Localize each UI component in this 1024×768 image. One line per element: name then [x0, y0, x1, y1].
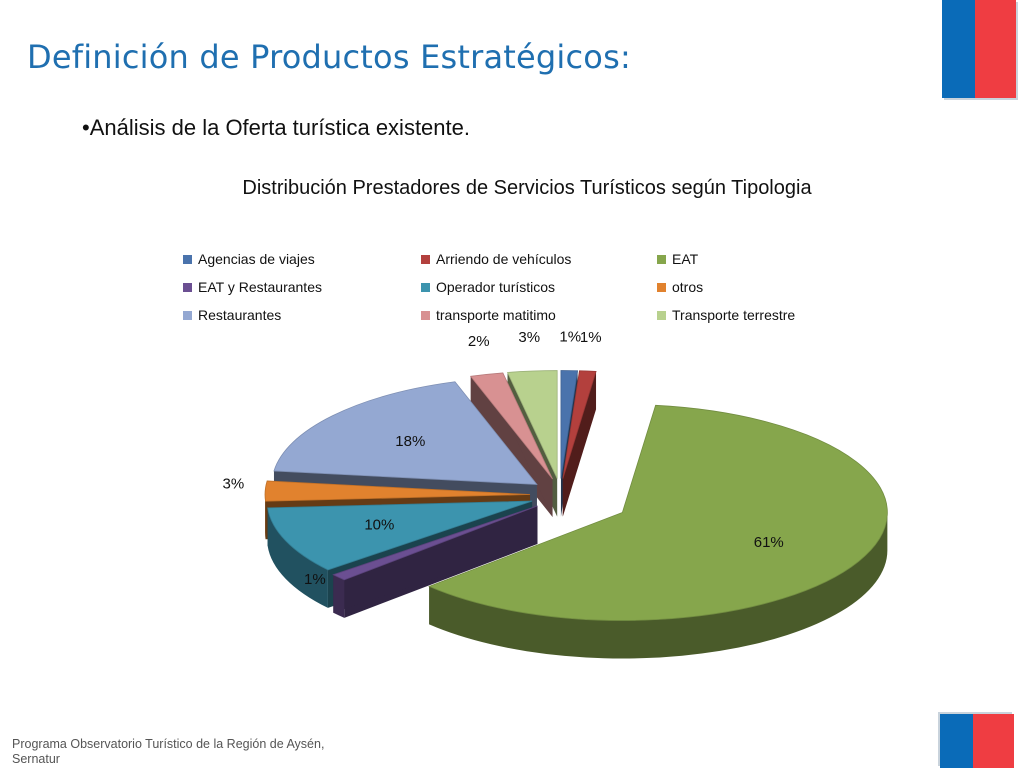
- legend-label: EAT y Restaurantes: [198, 279, 322, 295]
- slice-value-label: 10%: [364, 517, 394, 534]
- slice-value-label: 2%: [468, 333, 490, 350]
- legend-item: EAT y Restaurantes: [183, 278, 421, 296]
- legend-label: Operador turísticos: [436, 279, 556, 295]
- legend-swatch: [657, 254, 666, 264]
- legend-label: Restaurantes: [198, 307, 282, 323]
- bullet-text: •Análisis de la Oferta turística existen…: [82, 115, 470, 140]
- legend-label: transporte matitimo: [436, 307, 556, 323]
- legend-swatch: [421, 310, 430, 320]
- legend-label: Transporte terrestre: [672, 307, 796, 323]
- slice-value-label: 1%: [304, 571, 326, 588]
- footer-text: Programa Observatorio Turístico de la Re…: [12, 737, 325, 766]
- pie-slice: [560, 370, 579, 517]
- pie-slice: [267, 500, 533, 608]
- legend-swatch: [657, 282, 666, 292]
- legend-swatch: [183, 254, 192, 264]
- slide-title: Definición de Productos Estratégicos:: [27, 38, 631, 76]
- slice-value-label: 3%: [223, 476, 245, 493]
- chart-legend: Agencias de viajes Arriendo de vehículos E…: [183, 250, 843, 324]
- pie-slice: [264, 480, 531, 540]
- slice-value-label: 3%: [518, 329, 540, 346]
- legend-label: Agencias de viajes: [198, 251, 315, 267]
- legend-label: Arriendo de vehículos: [436, 251, 572, 267]
- legend-item: EAT: [657, 250, 843, 268]
- chart-title: Distribución Prestadores de Servicios Tu…: [242, 177, 812, 199]
- pie-slice: [469, 372, 553, 518]
- pie-slice: [332, 505, 538, 618]
- flag-logo-bottom: [940, 714, 1014, 768]
- slice-value-label: 1%: [559, 329, 581, 346]
- pie-slice: [562, 370, 597, 517]
- slice-value-label: 61%: [754, 534, 784, 551]
- legend-swatch: [421, 282, 430, 292]
- pie-slice: [273, 381, 538, 523]
- legend-swatch: [657, 310, 666, 320]
- legend-item: Restaurantes: [183, 306, 421, 324]
- pie-slice: [428, 404, 888, 659]
- legend-item: Arriendo de vehículos: [421, 250, 657, 268]
- legend-swatch: [183, 282, 192, 292]
- legend-swatch: [183, 310, 192, 320]
- legend-item: otros: [657, 278, 843, 296]
- flag-logo-top: [942, 0, 1016, 98]
- pie-slice: [506, 370, 558, 517]
- legend-item: Agencias de viajes: [183, 250, 421, 268]
- legend-item: Transporte terrestre: [657, 306, 843, 324]
- legend-item: transporte matitimo: [421, 306, 657, 324]
- legend-item: Operador turísticos: [421, 278, 657, 296]
- slice-value-label: 18%: [395, 433, 425, 450]
- legend-swatch: [421, 254, 430, 264]
- legend-label: otros: [672, 279, 704, 295]
- slice-value-label: 1%: [580, 329, 602, 346]
- legend-label: EAT: [672, 251, 699, 267]
